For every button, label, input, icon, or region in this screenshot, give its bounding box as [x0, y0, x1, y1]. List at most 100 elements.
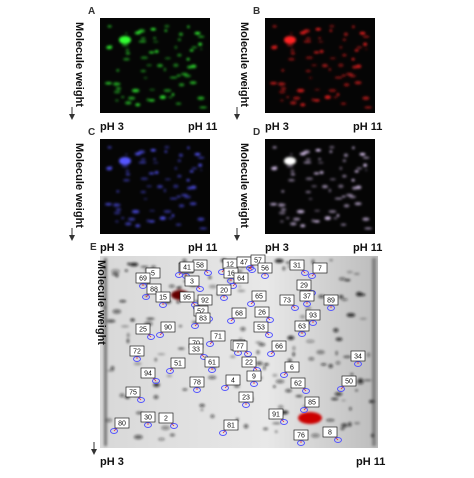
label-box	[170, 357, 186, 369]
spot	[359, 317, 367, 320]
spot	[364, 227, 373, 230]
spot	[346, 270, 353, 274]
spot-circle	[266, 317, 274, 323]
spot	[316, 349, 325, 355]
spot	[178, 153, 183, 157]
spot	[125, 32, 128, 35]
spot	[334, 76, 343, 79]
spot	[339, 166, 343, 170]
spot	[109, 166, 113, 170]
label-box	[223, 419, 239, 431]
spot-label: 83	[199, 315, 207, 322]
x-end-label: pH 11	[353, 121, 382, 133]
spot	[272, 25, 277, 28]
spot-label: 26	[258, 309, 266, 316]
spot-label: 9	[252, 373, 256, 380]
spot-circle	[280, 419, 288, 425]
spot	[124, 269, 128, 272]
spot	[272, 422, 281, 425]
spot-label: 63	[298, 323, 306, 330]
spot	[181, 193, 188, 197]
spot	[187, 25, 190, 29]
spot	[113, 211, 121, 215]
spot	[230, 355, 236, 358]
spot	[238, 285, 242, 288]
spot	[335, 350, 338, 356]
y-axis-label: Molecule weight	[238, 22, 250, 107]
spot	[336, 93, 340, 96]
spot-label: 23	[242, 394, 250, 401]
spot	[356, 46, 363, 49]
spot	[140, 177, 148, 180]
spot	[256, 350, 260, 355]
spot	[175, 102, 182, 105]
y-axis-label: Molecule weight	[73, 22, 85, 107]
x-start-label: pH 3	[265, 121, 289, 133]
spot	[354, 49, 359, 52]
spot	[286, 217, 290, 219]
spot-label: 65	[255, 293, 263, 300]
spot	[146, 64, 152, 67]
spot	[175, 223, 182, 226]
spot	[278, 203, 285, 207]
y-axis-label: Molecule weight	[73, 143, 85, 228]
spot	[115, 207, 122, 212]
label-box	[293, 429, 309, 441]
spot-label: 93	[309, 312, 317, 319]
label-box	[179, 291, 195, 303]
spot-label: 52	[197, 308, 205, 315]
spot-label: 57	[254, 257, 262, 264]
spot	[282, 266, 286, 271]
label-box	[210, 330, 226, 342]
spot	[341, 195, 346, 198]
spot	[199, 227, 208, 230]
spot	[280, 207, 287, 212]
spot	[311, 64, 317, 67]
spot-circle	[144, 422, 152, 428]
spot-label: 62	[294, 380, 302, 387]
spot	[363, 163, 367, 167]
spot-label: 20	[220, 287, 228, 294]
spot	[107, 146, 112, 149]
spot	[365, 169, 368, 171]
spot	[350, 373, 354, 376]
spot-label: 80	[118, 420, 126, 427]
spot-label: 81	[227, 422, 235, 429]
spot	[154, 171, 159, 174]
spot	[313, 172, 320, 175]
spot	[280, 99, 284, 102]
spot-circle	[221, 385, 229, 391]
spot	[138, 161, 147, 164]
spot	[189, 49, 194, 52]
spot	[116, 190, 120, 193]
spot	[125, 173, 131, 176]
spot	[128, 96, 136, 100]
spot	[280, 86, 287, 91]
x-start-label: pH 3	[100, 456, 124, 468]
spot	[278, 211, 286, 215]
spot	[329, 57, 336, 60]
spot	[348, 422, 352, 427]
spot	[288, 179, 295, 182]
arrow-head	[91, 449, 97, 455]
spot	[134, 152, 141, 156]
spot	[346, 313, 356, 318]
spot	[365, 48, 368, 50]
spot	[269, 202, 278, 206]
spot-label: 5	[151, 270, 155, 277]
spot	[113, 90, 121, 94]
label-box	[195, 312, 211, 324]
spot	[119, 393, 125, 398]
spot	[106, 319, 116, 323]
label-box	[135, 323, 151, 335]
panel-letter: D	[253, 127, 260, 138]
spot	[176, 74, 181, 77]
spot	[148, 99, 155, 102]
label-box	[257, 262, 273, 274]
spot	[278, 90, 286, 94]
label-box	[238, 391, 254, 403]
spot	[300, 224, 306, 228]
spot	[295, 395, 303, 397]
spot	[308, 357, 315, 361]
